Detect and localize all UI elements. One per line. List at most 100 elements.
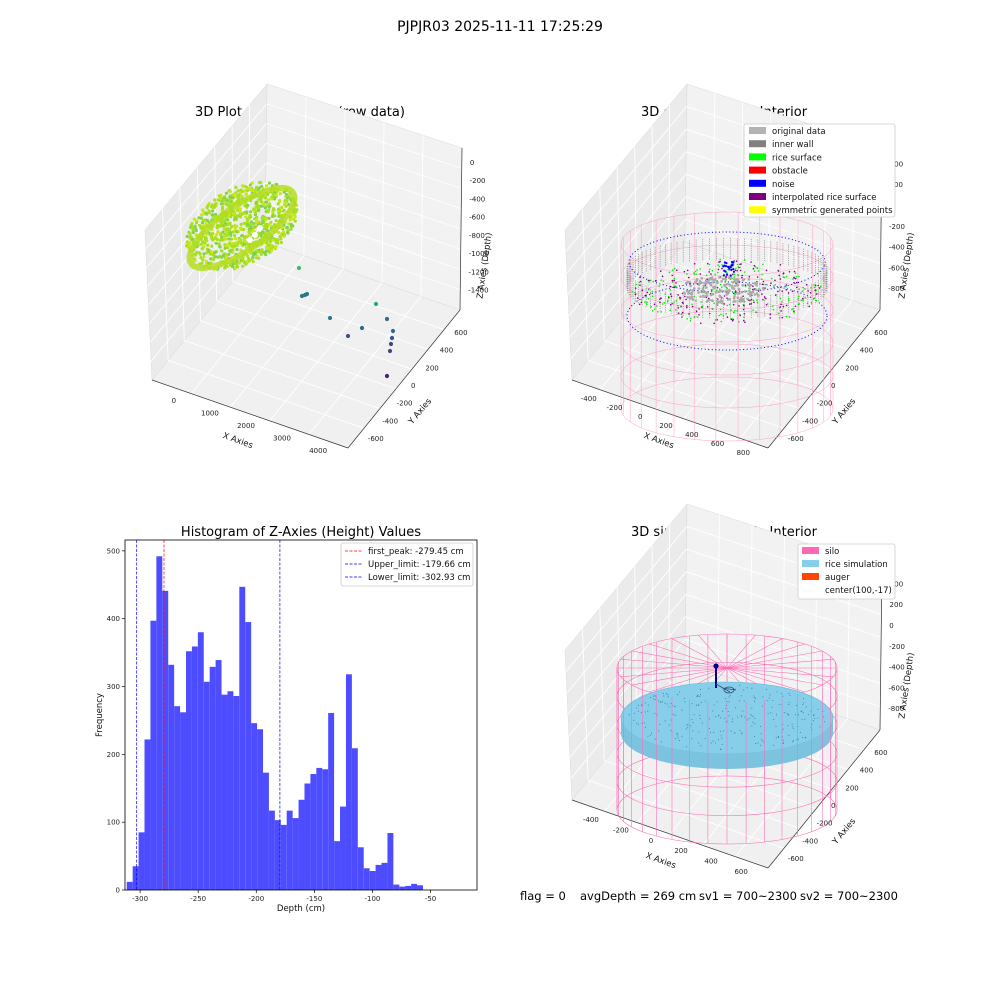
raw-point [261,202,265,206]
classify-z-tick: -200 [889,223,905,231]
rice-simulation-dot [782,728,784,730]
classified-point [668,297,670,299]
raw-y-tick: -400 [382,417,398,425]
classified-point [650,305,652,308]
classified-point [639,276,641,279]
raw-point [239,222,243,226]
simulation-z-tick: -200 [889,643,905,651]
rice-simulation-dot [754,723,756,725]
silo-wire-spoke [726,667,805,693]
rice-simulation-dot [734,732,736,734]
raw-point [198,262,202,266]
raw-point [277,211,281,216]
rice-simulation-dot [788,734,790,736]
rice-simulation-dot [658,730,660,732]
rice-simulation-dot [644,702,646,704]
raw-point [219,196,223,200]
original-data-point [712,281,715,284]
classified-point [655,279,657,282]
raw-point [271,208,275,212]
raw-point [202,255,206,259]
raw-point [215,226,219,230]
original-data-point [704,279,708,283]
rice-simulation-dot [719,730,721,732]
classified-point [793,281,795,284]
grid-line [627,261,742,400]
classified-point [777,312,780,315]
original-data-point [702,294,705,298]
raw-point [204,222,208,226]
classified-point [659,270,662,273]
raw-point [239,191,243,195]
noise-point [724,265,728,268]
grid-line [634,566,638,722]
panel-histogram: Histogram of Z-Axies (Height) Values -30… [95,525,478,914]
noise-point [731,263,734,266]
classified-point [753,288,756,290]
grid-line [567,571,687,715]
classified-point [733,292,735,295]
rice-simulation-dot [757,742,759,744]
original-data-point [736,296,740,300]
classified-point [647,279,650,282]
raw-point [289,224,293,228]
footer-sv2: sv2 = 700~2300 [800,889,898,903]
grid-line [568,173,687,317]
rice-simulation-dot [789,694,791,696]
noise-point [732,268,735,271]
classify-legend-swatch [749,166,766,174]
classified-point [708,263,711,266]
classified-point [659,283,661,285]
classified-point [696,269,698,271]
raw-point [245,210,249,214]
raw-point [228,222,232,226]
classified-point [700,301,702,303]
x-axis-line [151,379,349,449]
raw-point [213,205,217,209]
classified-point [686,304,688,307]
raw-point [213,203,218,207]
raw-z-tick: -600 [469,214,485,222]
classified-point [763,296,766,298]
rice-simulation-dot [720,735,722,737]
rice-simulation-dot [720,749,722,751]
classified-point [673,279,675,282]
classified-point [813,297,816,299]
classified-point [755,311,757,313]
raw-point [249,220,253,224]
rice-simulation-dot [637,723,640,725]
rice-simulation-dot [760,738,763,740]
grid-line [739,300,853,439]
raw-point [214,250,218,254]
rice-simulation-dot [792,741,794,743]
raw-point [264,196,268,200]
auger-head [723,686,735,694]
classified-point [733,276,736,278]
histogram-x-tick: -50 [425,895,436,903]
simulation-x-tick: 400 [704,858,717,866]
rice-simulation-dot [792,739,794,741]
raw-point [224,255,228,260]
raw-point [256,198,260,202]
original-data-point [719,295,722,299]
grid-line [620,320,817,390]
rice-simulation-dot [653,698,655,700]
classified-point [725,313,727,315]
classified-point [634,287,637,290]
raw-point [187,230,191,234]
classified-point [743,313,746,315]
rice-simulation-dot [724,717,726,719]
raw-point [268,222,272,226]
rice-simulation-dot [699,695,701,697]
raw-point [214,236,218,240]
classified-point [774,284,776,286]
classified-point [752,299,755,302]
original-data-point [697,287,701,290]
classified-point [773,286,775,289]
rice-simulation-dot [751,687,753,689]
rice-simulation-dot [644,726,646,728]
classified-point [792,308,794,310]
raw-point [276,241,280,245]
classify-z-tick: 400 [890,160,903,168]
raw-point [206,243,210,247]
